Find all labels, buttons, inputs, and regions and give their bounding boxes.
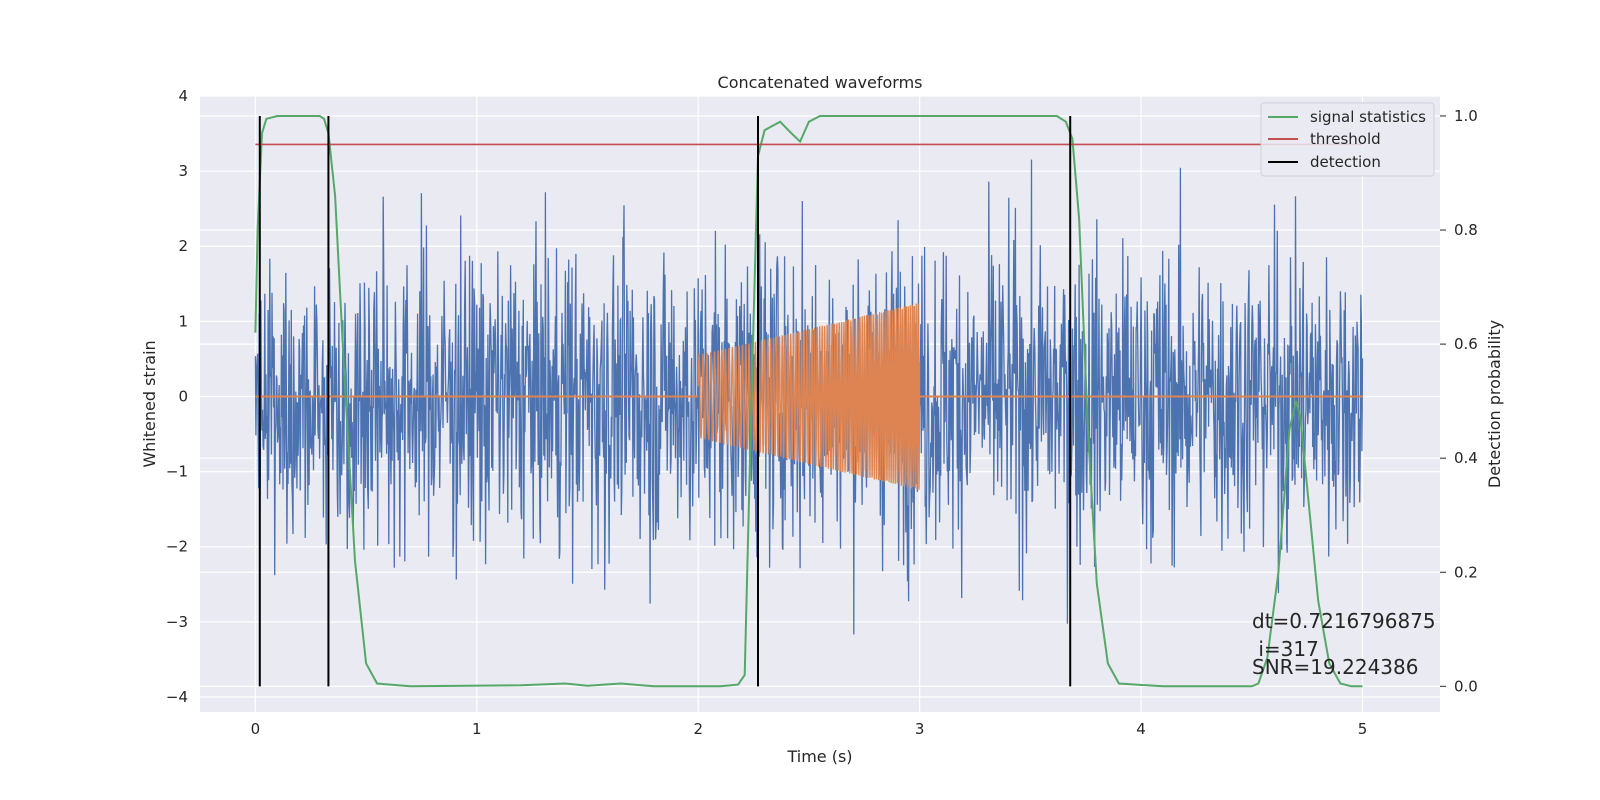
y-tick-label: −4 bbox=[166, 688, 188, 706]
x-tick-label: 5 bbox=[1358, 720, 1368, 738]
legend-label-detection: detection bbox=[1310, 153, 1381, 171]
x-tick-label: 0 bbox=[251, 720, 261, 738]
y-tick-label: 0 bbox=[178, 387, 188, 405]
y-tick-label: −1 bbox=[166, 463, 188, 481]
annotation-dt: dt=0.7216796875 bbox=[1252, 609, 1436, 633]
signal-statistics-line bbox=[254, 115, 1363, 688]
noise-series bbox=[254, 159, 1364, 635]
y-tick-label: 1 bbox=[178, 312, 188, 330]
y2-tick-label: 0.6 bbox=[1454, 335, 1478, 353]
annotation-snr: SNR=19.224386 bbox=[1252, 655, 1418, 679]
ticks-layer: 0 1 2 3 4 5 −4 −3 −2 −1 0 1 2 3 4 0.0 0.2 0.4 0.6 0.8 1.0 bbox=[166, 87, 1478, 738]
y-tick-label: −3 bbox=[166, 613, 188, 631]
y2-tick-label: 1.0 bbox=[1454, 107, 1478, 125]
y2-tick-label: 0.4 bbox=[1454, 449, 1478, 467]
y2-tick-label: 0.8 bbox=[1454, 221, 1478, 239]
series-layer bbox=[254, 115, 1364, 688]
legend-box bbox=[1260, 102, 1435, 177]
y2-tick-label: 0.2 bbox=[1454, 563, 1478, 581]
legend: signal statistics threshold detection bbox=[1260, 102, 1435, 177]
y-tick-label: −2 bbox=[166, 538, 188, 556]
y2-tick-label: 0.0 bbox=[1454, 677, 1478, 695]
x-tick-label: 3 bbox=[915, 720, 925, 738]
y-tick-label: 4 bbox=[178, 87, 188, 105]
legend-label-statistic: signal statistics bbox=[1310, 108, 1426, 126]
x-tick-label: 1 bbox=[472, 720, 482, 738]
y-axis-label: Whitened strain bbox=[140, 340, 159, 467]
annotation-i: i=317 bbox=[1252, 637, 1319, 661]
y-tick-label: 3 bbox=[178, 162, 188, 180]
x-tick-label: 4 bbox=[1136, 720, 1146, 738]
chart-title: Concatenated waveforms bbox=[718, 73, 923, 92]
y-tick-label: 2 bbox=[178, 237, 188, 255]
template-chirp-series bbox=[697, 303, 921, 490]
x-tick-label: 2 bbox=[693, 720, 703, 738]
legend-label-threshold: threshold bbox=[1310, 130, 1381, 148]
x-axis-label: Time (s) bbox=[786, 747, 852, 766]
annotations: dt=0.7216796875 i=317 SNR=19.224386 bbox=[1252, 609, 1436, 679]
y2-axis-label: Detection probability bbox=[1485, 320, 1504, 488]
